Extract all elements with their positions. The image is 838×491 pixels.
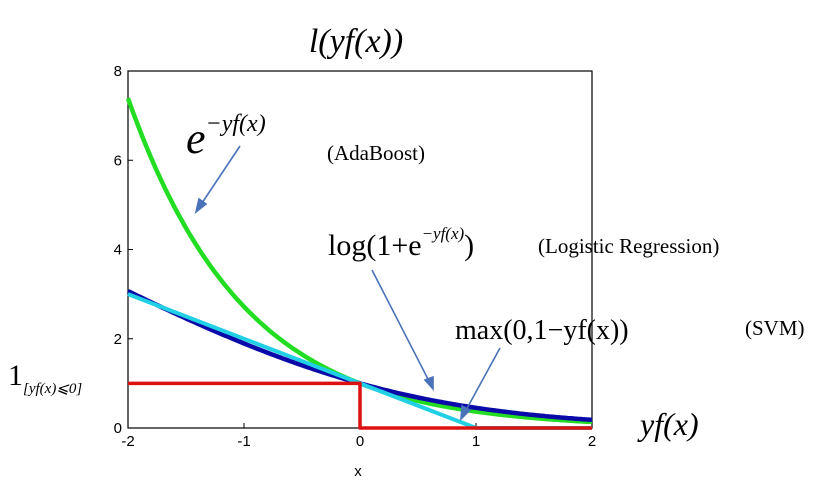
arrow-logistic-head xyxy=(423,375,434,392)
y-tick-label: 6 xyxy=(114,152,122,169)
x-tick-label: 1 xyxy=(472,433,480,450)
y-tick-label: 4 xyxy=(114,242,122,259)
adaboost-formula-exponent: −yf(x) xyxy=(206,111,266,137)
indicator-formula: 1[yf(x)⩽0] xyxy=(8,359,82,397)
chart-title: l(yf(x)) xyxy=(309,23,403,60)
x-tick-label: 2 xyxy=(588,433,596,450)
axis-ticks: -2 -1 0 1 2 0 2 4 6 8 xyxy=(114,63,597,450)
arrow-svm-head xyxy=(460,404,472,422)
adaboost-formula: e−yf(x) xyxy=(186,111,266,163)
adaboost-formula-base: e xyxy=(186,114,206,163)
x-tick-label: -1 xyxy=(237,433,250,450)
y-tick-label: 8 xyxy=(114,63,122,80)
adaboost-label: (AdaBoost) xyxy=(327,141,425,165)
indicator-formula-subscript: [yf(x)⩽0] xyxy=(23,381,82,397)
logistic-label: (Logistic Regression) xyxy=(538,234,719,258)
arrow-adaboost xyxy=(199,145,241,207)
x-axis-label: x xyxy=(354,463,362,480)
x-tick-label: 0 xyxy=(356,433,364,450)
logistic-formula: log(1+e−yf(x)) xyxy=(328,224,474,262)
series-line-0-1-loss xyxy=(128,381,592,430)
svm-formula: max(0,1−yf(x)) xyxy=(455,315,629,346)
y-tick-label: 2 xyxy=(114,331,122,348)
annotation-arrows xyxy=(194,145,501,422)
arrow-adaboost-head xyxy=(194,197,208,215)
series-layer xyxy=(125,97,593,430)
arrow-logistic xyxy=(371,269,431,384)
y-tick-label: 0 xyxy=(114,420,122,437)
svm-label: (SVM) xyxy=(745,316,805,340)
indicator-formula-base: 1 xyxy=(8,359,23,392)
x-tick-label: -2 xyxy=(121,433,134,450)
logistic-formula-close: ) xyxy=(464,229,474,262)
arrow-svm xyxy=(464,347,501,413)
logistic-formula-main: log(1+e xyxy=(328,229,422,262)
horizontal-axis-expression: yf(x) xyxy=(637,406,699,442)
logistic-formula-exponent: −yf(x) xyxy=(422,224,465,243)
